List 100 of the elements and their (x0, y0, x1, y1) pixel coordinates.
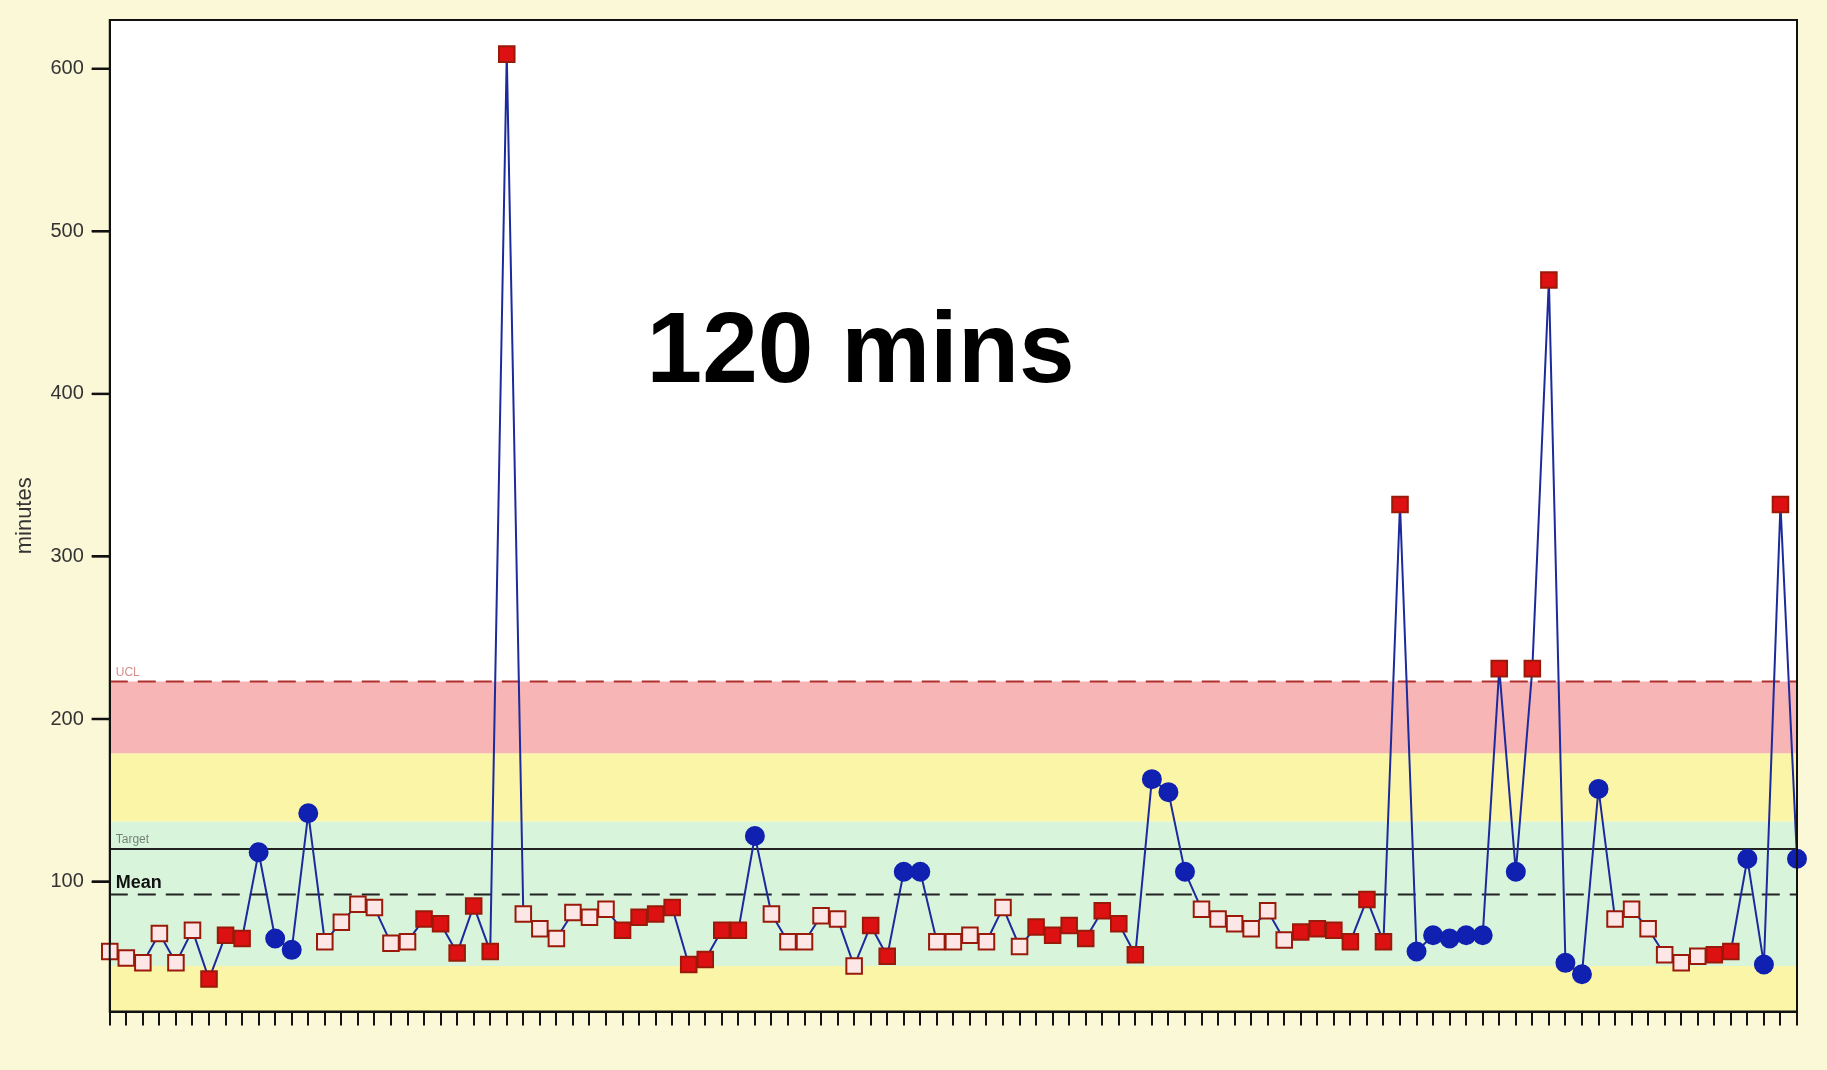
point (1027, 918, 1045, 936)
point (1391, 495, 1409, 514)
point (1505, 861, 1526, 882)
point (910, 861, 931, 882)
y-tick-label: 500 (50, 218, 84, 241)
point (1423, 925, 1444, 946)
point (1110, 915, 1128, 933)
point (1639, 919, 1657, 938)
y-tick-label: 200 (50, 706, 84, 729)
annotation: 120 mins (646, 290, 1075, 403)
point (845, 957, 863, 975)
point (564, 903, 582, 922)
point (762, 905, 781, 923)
point (514, 905, 533, 923)
y-axis-title: minutes (11, 477, 37, 555)
point (216, 926, 235, 944)
point (1571, 964, 1592, 985)
point (696, 950, 715, 969)
ref-line-label: Target (115, 832, 150, 847)
point (1325, 921, 1343, 940)
point (1192, 900, 1211, 918)
point (1158, 782, 1179, 803)
y-tick-label: 600 (50, 56, 84, 79)
point (944, 932, 963, 951)
point (497, 45, 516, 63)
point (1209, 910, 1227, 928)
point (183, 921, 202, 940)
point (1622, 900, 1641, 918)
point (1672, 954, 1690, 972)
point (878, 947, 896, 966)
point (265, 928, 286, 949)
point (961, 926, 979, 944)
point (597, 900, 615, 918)
point (365, 898, 384, 917)
point (713, 921, 731, 940)
point (415, 910, 433, 928)
point (1060, 916, 1078, 935)
point (382, 934, 400, 953)
point (531, 919, 549, 938)
ref-line-label: UCL (115, 664, 141, 679)
y-tick-label: 100 (50, 869, 84, 892)
point (893, 861, 914, 882)
y-tick-label: 400 (50, 381, 84, 404)
point (779, 932, 797, 951)
point (298, 803, 319, 824)
point (233, 929, 251, 948)
point (1374, 932, 1393, 951)
point (1722, 942, 1740, 961)
point (1588, 778, 1609, 799)
point (861, 916, 880, 935)
point (613, 921, 632, 940)
point (630, 908, 648, 927)
point (646, 905, 665, 923)
point (1439, 928, 1460, 949)
point (1472, 925, 1493, 946)
point (248, 842, 269, 863)
point (1540, 271, 1558, 289)
point (332, 913, 351, 931)
point (1126, 945, 1145, 964)
point (1275, 931, 1293, 949)
point (1753, 954, 1774, 975)
point (398, 932, 417, 951)
point (448, 944, 466, 962)
point (349, 895, 367, 914)
point (1291, 923, 1310, 941)
point (1523, 659, 1542, 678)
point (117, 949, 136, 967)
y-tick-label: 300 (50, 543, 84, 566)
point (729, 921, 748, 940)
point (547, 929, 566, 948)
point (1093, 902, 1112, 920)
point (431, 915, 450, 933)
point (1771, 495, 1790, 514)
point (1737, 848, 1758, 869)
point (134, 954, 152, 972)
point (1242, 919, 1260, 938)
point (1308, 919, 1327, 938)
point (744, 826, 765, 847)
ref-line-label: Mean (115, 871, 162, 892)
point (928, 932, 946, 951)
point (150, 924, 169, 943)
point (679, 955, 698, 974)
point (1456, 925, 1477, 946)
point (481, 942, 499, 961)
point (828, 910, 847, 928)
point (464, 897, 483, 915)
point (316, 932, 334, 951)
point (1174, 861, 1195, 882)
point (200, 970, 218, 988)
point (1555, 952, 1576, 973)
point (1010, 937, 1029, 956)
point (994, 898, 1012, 917)
point (1688, 947, 1707, 966)
point (1225, 915, 1244, 933)
point (812, 906, 830, 925)
point (1490, 659, 1509, 678)
point (1406, 941, 1427, 962)
point (580, 908, 599, 927)
point (977, 932, 996, 951)
point (1341, 932, 1360, 951)
